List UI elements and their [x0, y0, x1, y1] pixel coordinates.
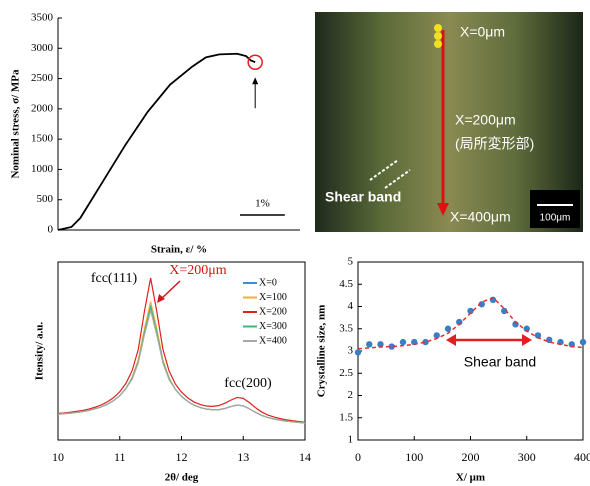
- data-point: [467, 307, 474, 315]
- data-point: [579, 338, 587, 346]
- arrow-head: [157, 294, 165, 303]
- label: X=200μm: [455, 112, 516, 128]
- data-point: [377, 341, 384, 348]
- y-tick-label: 3000: [31, 42, 54, 54]
- data-point: [366, 341, 373, 348]
- data-line: [57, 301, 306, 424]
- y-tick-label: 1.5: [339, 411, 353, 423]
- scale-bar-label: 1%: [255, 198, 270, 210]
- y-tick-label: 2500: [31, 72, 54, 84]
- label: Shear band: [325, 189, 401, 205]
- data-line: [57, 52, 256, 231]
- y-tick-label: 1: [348, 434, 354, 446]
- y-tick-label: 2.5: [339, 367, 353, 379]
- data-point: [388, 343, 395, 350]
- data-line: [357, 296, 584, 350]
- legend-label: X=100: [259, 292, 287, 303]
- data-line: [57, 277, 306, 423]
- plot-frame: [357, 261, 584, 441]
- y-tick-label: 3: [348, 345, 354, 357]
- annotation: fcc(111): [91, 271, 138, 286]
- annotation: X=200μm: [169, 263, 227, 278]
- data-point: [399, 338, 407, 346]
- dotted-arrow: [369, 159, 399, 181]
- dotted-arrow: [384, 169, 411, 189]
- plot-frame: [57, 261, 306, 441]
- x-axis-label: X/ μm: [456, 472, 485, 484]
- legend-label: X=400: [259, 335, 287, 346]
- data-point: [546, 336, 553, 344]
- arrow-head: [446, 334, 456, 346]
- y-axis-label: Crystalline size, nm: [316, 305, 328, 398]
- y-tick-label: 1000: [31, 163, 54, 175]
- y-tick-label: 3500: [31, 12, 54, 24]
- end-marker: [247, 54, 263, 70]
- y-tick-label: 3.5: [339, 322, 353, 334]
- x-tick-label: 12: [176, 450, 188, 464]
- data-line: [57, 310, 306, 424]
- y-tick-label: 0: [48, 224, 54, 236]
- legend-label: X=300: [259, 321, 287, 332]
- scale-box: [530, 190, 580, 228]
- red-arrow-head: [437, 203, 449, 216]
- legend-label: X=0: [259, 277, 277, 288]
- x-tick-label: 11: [114, 450, 126, 464]
- y-tick-label: 2000: [31, 102, 54, 114]
- data-point: [433, 332, 440, 339]
- y-tick-label: 4.5: [339, 278, 353, 290]
- legend-label: X=200: [259, 306, 287, 317]
- data-point: [534, 332, 542, 339]
- annotation: fcc(200): [224, 376, 272, 391]
- x-tick-label: 14: [299, 450, 311, 464]
- y-axis-label: Itensity/ a.u.: [34, 322, 46, 381]
- label: X=0μm: [460, 24, 505, 40]
- point: [434, 32, 442, 40]
- arrow-head: [522, 334, 532, 346]
- x-axis-label: Strain, ε/ %: [151, 244, 207, 256]
- point: [434, 40, 442, 48]
- arrow-head: [252, 77, 259, 85]
- x-tick-label: 100: [405, 450, 423, 464]
- x-tick-label: 300: [518, 450, 536, 464]
- y-axis-label: Nominal stress, σ/ MPa: [10, 69, 22, 179]
- y-tick-label: 4: [348, 300, 354, 312]
- y-tick-label: 1500: [31, 133, 54, 145]
- x-tick-label: 10: [52, 450, 64, 464]
- point: [434, 24, 442, 32]
- data-point: [422, 338, 429, 346]
- micrograph: X=0μm X=200μm (局所変形部) Shear band X=400μm…: [315, 12, 583, 232]
- annotation: Shear band: [464, 354, 536, 370]
- x-tick-label: 13: [237, 450, 249, 464]
- x-tick-label: 200: [462, 450, 480, 464]
- x-tick-label: 0: [355, 450, 361, 464]
- data-point: [354, 349, 362, 356]
- label: X=400μm: [450, 209, 511, 225]
- label: (局所変形部): [455, 136, 534, 152]
- y-tick-label: 2: [348, 389, 354, 401]
- x-axis-label: 2θ/ deg: [165, 472, 199, 484]
- arrow: [159, 280, 181, 301]
- x-tick-label: 400: [574, 450, 590, 464]
- data-point: [501, 307, 508, 315]
- y-tick-label: 5: [348, 256, 354, 268]
- y-tick-label: 500: [37, 193, 54, 205]
- data-point: [444, 325, 452, 332]
- scale-label: 100μm: [540, 213, 571, 224]
